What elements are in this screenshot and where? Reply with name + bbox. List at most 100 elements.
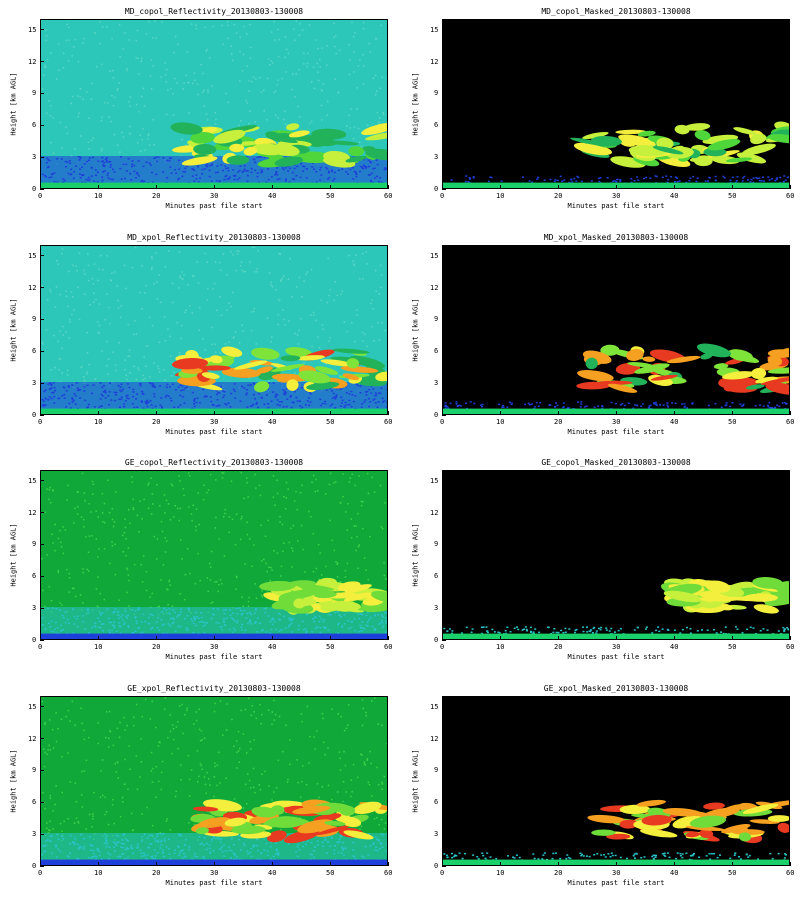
noise-pixel xyxy=(308,391,311,394)
speckle-pixel xyxy=(315,39,318,41)
noise-pixel xyxy=(77,848,80,850)
noise-pixel xyxy=(198,836,201,838)
noise-pixel xyxy=(157,841,160,843)
y-tick-label: 9 xyxy=(434,315,439,324)
speckle-pixel xyxy=(380,818,383,821)
noise-pixel xyxy=(368,833,370,835)
noise-pixel xyxy=(478,638,481,639)
speckle-pixel xyxy=(352,138,355,140)
panel-title: GE_copol_Masked_20130803-130008 xyxy=(541,458,691,467)
speckle-pixel xyxy=(83,518,85,521)
speckle-pixel xyxy=(320,299,322,301)
noise-pixel xyxy=(122,843,125,845)
noise-pixel xyxy=(47,399,50,401)
noise-pixel xyxy=(241,623,244,626)
noise-pixel xyxy=(121,614,124,616)
noise-pixel xyxy=(372,388,375,390)
noise-pixel xyxy=(746,179,749,181)
speckle-pixel xyxy=(279,515,281,518)
speckle-pixel xyxy=(94,378,97,380)
noise-pixel xyxy=(321,402,324,405)
noise-pixel xyxy=(755,176,758,179)
speckle-pixel xyxy=(378,339,381,341)
speckle-pixel xyxy=(116,761,119,763)
noise-pixel xyxy=(225,175,228,177)
speckle-pixel xyxy=(104,796,106,798)
speckle-pixel xyxy=(45,35,48,37)
speckle-pixel xyxy=(151,824,154,827)
speckle-pixel xyxy=(213,282,216,285)
speckle-pixel xyxy=(153,283,155,285)
speckle-pixel xyxy=(383,775,385,778)
noise-pixel xyxy=(701,629,703,631)
noise-pixel xyxy=(139,384,142,387)
noise-pixel xyxy=(252,393,255,396)
noise-pixel xyxy=(599,177,602,179)
noise-pixel xyxy=(157,156,160,158)
noise-pixel xyxy=(193,405,196,408)
noise-pixel xyxy=(184,387,187,389)
speckle-pixel xyxy=(246,102,248,104)
noise-pixel xyxy=(734,181,737,184)
noise-pixel xyxy=(155,621,158,623)
speckle-pixel xyxy=(277,55,280,58)
noise-pixel xyxy=(139,849,142,852)
speckle-pixel xyxy=(312,311,315,314)
noise-pixel xyxy=(749,639,751,640)
x-tick-mark xyxy=(557,411,559,415)
noise-pixel xyxy=(740,405,743,407)
noise-pixel xyxy=(125,848,127,851)
noise-pixel xyxy=(77,858,80,860)
speckle-pixel xyxy=(131,266,134,269)
noise-pixel xyxy=(246,850,249,852)
speckle-pixel xyxy=(135,57,137,59)
speckle-pixel xyxy=(112,104,115,107)
noise-pixel xyxy=(508,401,511,403)
speckle-pixel xyxy=(132,508,135,511)
noise-pixel xyxy=(637,414,639,415)
speckle-pixel xyxy=(133,716,135,719)
noise-pixel xyxy=(534,628,537,630)
speckle-pixel xyxy=(99,796,102,799)
noise-pixel xyxy=(322,620,325,623)
noise-pixel xyxy=(57,838,60,841)
noise-pixel xyxy=(255,608,257,610)
speckle-pixel xyxy=(351,791,353,793)
speckle-pixel xyxy=(373,491,376,493)
noise-pixel xyxy=(151,171,153,174)
x-tick-label: 40 xyxy=(670,643,679,651)
speckle-pixel xyxy=(219,782,221,784)
y-tick-mark xyxy=(40,255,44,257)
speckle-pixel xyxy=(74,724,76,727)
speckle-pixel xyxy=(81,806,83,808)
speckle-pixel xyxy=(359,278,361,280)
noise-pixel xyxy=(197,632,200,634)
noise-pixel xyxy=(174,630,177,633)
noise-pixel xyxy=(62,629,64,631)
speckle-pixel xyxy=(129,125,131,128)
speckle-pixel xyxy=(162,564,165,566)
noise-pixel xyxy=(272,382,275,384)
noise-pixel xyxy=(194,397,196,400)
speckle-pixel xyxy=(178,475,180,477)
noise-pixel xyxy=(357,630,360,633)
speckle-pixel xyxy=(141,265,143,267)
noise-pixel xyxy=(298,849,301,851)
noise-pixel xyxy=(376,175,378,178)
noise-pixel xyxy=(136,173,139,175)
speckle-pixel xyxy=(44,722,46,724)
noise-pixel xyxy=(212,608,215,610)
speckle-pixel xyxy=(213,776,216,778)
y-tick-label: 12 xyxy=(28,57,37,66)
noise-pixel xyxy=(215,405,218,407)
noise-pixel xyxy=(322,845,325,848)
speckle-pixel xyxy=(306,705,309,708)
noise-pixel xyxy=(218,838,221,840)
speckle-pixel xyxy=(159,832,161,834)
noise-pixel xyxy=(66,855,69,857)
noise-pixel xyxy=(80,847,83,849)
noise-pixel xyxy=(97,160,100,162)
speckle-pixel xyxy=(381,76,383,79)
noise-pixel xyxy=(591,632,594,634)
speckle-pixel xyxy=(93,292,95,294)
